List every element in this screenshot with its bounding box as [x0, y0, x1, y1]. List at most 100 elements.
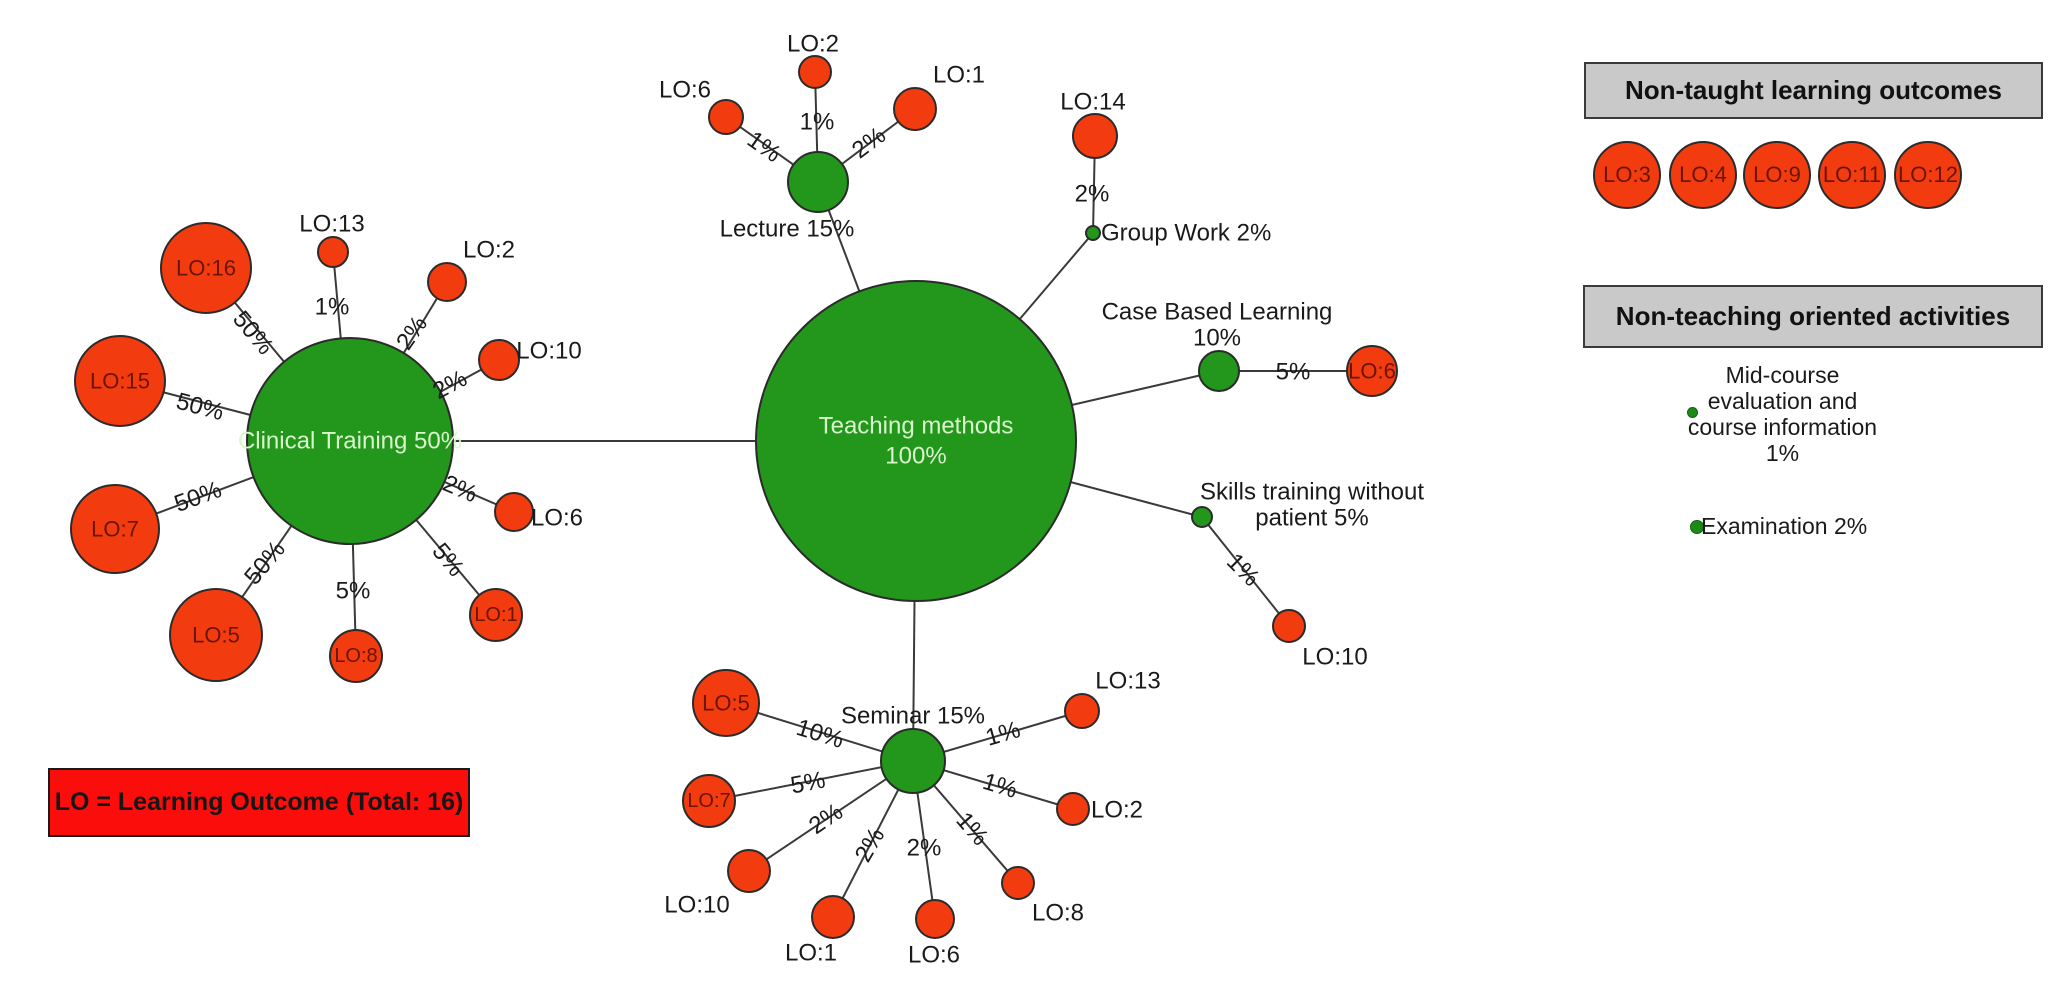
clinical-lo1-circle	[469, 588, 523, 642]
case-based-learning-node	[1198, 350, 1240, 392]
clinical-lo2-circle	[427, 262, 467, 302]
seminar-lo5-circle	[692, 669, 760, 737]
non-taught-lo4-circle: LO:4	[1669, 141, 1737, 209]
clinical-lo13-circle	[317, 236, 349, 268]
clinical-lo10-label: LO:10	[516, 338, 581, 365]
mid-course-line-3: course information	[1687, 414, 1878, 440]
group-work-label: Group Work 2%	[1101, 220, 1271, 247]
teaching-methods-node	[755, 280, 1077, 602]
edge-line-11	[1201, 516, 1290, 627]
skills-lo10-circle	[1272, 609, 1306, 643]
edge-percent-label-27: 1%	[950, 807, 993, 851]
edge-line-23	[708, 760, 914, 802]
clinical-lo16-label: LO:16	[176, 256, 236, 281]
clinical-lo6-label: LO:6	[531, 505, 583, 532]
clinical-lo5-label: LO:5	[192, 623, 240, 648]
edge-percent-label-24: 2%	[804, 798, 848, 840]
lecture-lo2-circle	[798, 55, 832, 89]
clinical-lo7-label: LO:7	[91, 517, 139, 542]
seminar-lo6-label: LO:6	[908, 942, 960, 969]
non-taught-lo9-label: LO:9	[1753, 162, 1801, 187]
edge-percent-label-11: 1%	[1221, 548, 1265, 592]
seminar-lo2-circle	[1056, 792, 1090, 826]
seminar-lo8-label: LO:8	[1032, 900, 1084, 927]
seminar-lo1-circle	[811, 895, 855, 939]
case-based-lo6-circle	[1346, 345, 1398, 397]
clinical-lo5-circle	[169, 588, 263, 682]
edge-percent-label-29: 1%	[983, 716, 1024, 752]
seminar-lo10-label: LO:10	[664, 892, 729, 919]
non-taught-lo12-circle: LO:12	[1894, 141, 1962, 209]
group-work-lo14-label: LO:14	[1060, 89, 1125, 116]
clinical-lo2-label: LO:2	[463, 237, 515, 264]
non-taught-lo12-label: LO:12	[1898, 162, 1958, 187]
non-taught-lo3-circle: LO:3	[1593, 141, 1661, 209]
skills-training-node	[1191, 506, 1213, 528]
edge-percent-label-23: 5%	[788, 766, 827, 799]
seminar-lo5-label: LO:5	[702, 691, 750, 716]
non-taught-lo3-label: LO:3	[1603, 162, 1651, 187]
mid-course-evaluation-label: Mid-course evaluation and course informa…	[1680, 362, 1885, 466]
clinical-lo1-label: LO:1	[474, 604, 517, 626]
edge-percent-label-9: 2%	[1075, 181, 1110, 208]
edge-percent-label-26: 2%	[907, 835, 942, 862]
skills-training-label: Skills training without patient 5%	[1200, 479, 1424, 532]
non-teaching-activities-header: Non-teaching oriented activities	[1583, 285, 2043, 348]
clinical-lo10-circle	[478, 339, 520, 381]
teaching-methods-title: Teaching methods 100%	[819, 413, 1014, 470]
edge-percent-label-13: 50%	[173, 388, 226, 427]
non-taught-lo11-label: LO:11	[1822, 162, 1882, 187]
lo-definition-note: LO = Learning Outcome (Total: 16)	[48, 768, 470, 837]
case-based-lo6-label: LO:6	[1348, 359, 1396, 384]
clinical-lo6-circle	[494, 492, 534, 532]
seminar-label: Seminar 15%	[841, 703, 985, 730]
mid-course-line-2: evaluation and	[1707, 388, 1858, 414]
edge-percent-label-19: 2%	[391, 311, 433, 355]
edge-percent-label-7: 1%	[800, 109, 835, 136]
seminar-lo7-circle	[682, 774, 736, 828]
edge-percent-label-28: 1%	[979, 768, 1020, 804]
clinical-lo16-circle	[160, 222, 252, 314]
edge-percent-label-18: 1%	[315, 294, 350, 321]
lecture-lo6-label: LO:6	[659, 77, 711, 104]
clinical-lo15-label: LO:15	[90, 369, 150, 394]
non-taught-lo4-label: LO:4	[1679, 162, 1727, 187]
examination-label: Examination 2%	[1701, 513, 1868, 539]
seminar-lo10-circle	[727, 849, 771, 893]
clinical-lo8-circle	[329, 629, 383, 683]
clinical-lo8-label: LO:8	[334, 645, 377, 667]
seminar-lo7-label: LO:7	[687, 790, 730, 812]
clinical-training-title: Clinical Training 50%	[238, 428, 462, 455]
edge-percent-label-25: 2%	[850, 823, 891, 867]
lecture-lo1-circle	[893, 87, 937, 131]
lecture-node	[787, 151, 849, 213]
lecture-lo1-label: LO:1	[933, 62, 985, 89]
seminar-lo13-circle	[1064, 693, 1100, 729]
group-work-node	[1085, 225, 1101, 241]
non-taught-outcomes-title: Non-taught learning outcomes	[1625, 75, 2002, 105]
lo-definition-text: LO = Learning Outcome (Total: 16)	[54, 788, 464, 816]
edge-percent-label-8: 2%	[847, 122, 891, 164]
clinical-training-node	[246, 337, 454, 545]
skills-lo10-label: LO:10	[1302, 644, 1367, 671]
mid-course-node-dot	[1687, 407, 1698, 418]
non-teaching-activities-title: Non-teaching oriented activities	[1615, 301, 2011, 331]
edge-percent-label-15: 50%	[239, 536, 291, 590]
seminar-lo1-label: LO:1	[785, 940, 837, 967]
clinical-lo7-circle	[70, 484, 160, 574]
edge-percent-label-10: 5%	[1276, 359, 1311, 386]
seminar-node	[880, 728, 946, 794]
edge-percent-label-12: 50%	[227, 306, 279, 360]
mid-course-percent: 1%	[1765, 440, 1800, 466]
lecture-label: Lecture 15%	[720, 216, 855, 243]
edge-percent-label-14: 50%	[171, 476, 225, 518]
non-taught-lo9-circle: LO:9	[1743, 141, 1811, 209]
non-taught-lo11-circle: LO:11	[1818, 141, 1886, 209]
seminar-lo13-label: LO:13	[1095, 668, 1160, 695]
seminar-lo2-label: LO:2	[1091, 797, 1143, 824]
group-work-lo14-circle	[1072, 113, 1118, 159]
edge-percent-label-16: 5%	[336, 578, 371, 605]
seminar-lo8-circle	[1001, 866, 1035, 900]
